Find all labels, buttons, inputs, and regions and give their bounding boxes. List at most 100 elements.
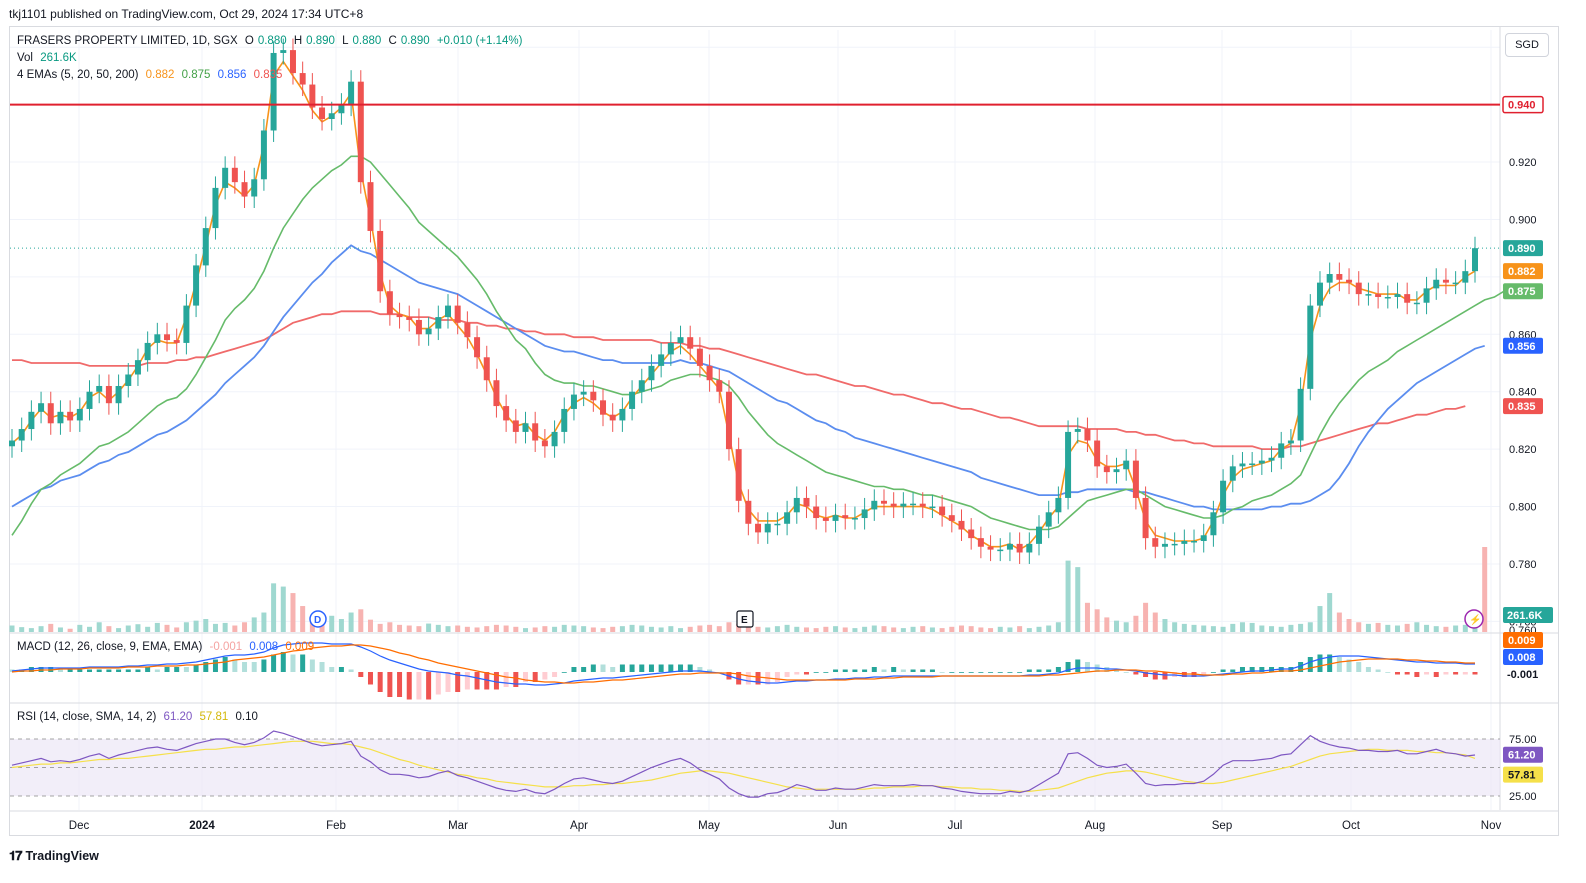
legend-macd-row: MACD (12, 26, close, 9, EMA, EMA) -0.001… <box>17 641 318 653</box>
chart-frame <box>9 26 1559 836</box>
candle-body <box>67 411 74 421</box>
volume-bar <box>38 626 44 632</box>
tradingview-logo[interactable]: 𝟏𝟕 TradingView <box>9 848 99 864</box>
legend-rsi-label[interactable]: RSI (14, close, SMA, 14, 2) <box>17 711 157 723</box>
legend-ema-label[interactable]: 4 EMAs (5, 20, 50, 200) <box>17 69 139 81</box>
legend-vol-label[interactable]: Vol <box>17 52 33 64</box>
candle-body <box>503 406 510 421</box>
volume-bar <box>871 625 877 632</box>
volume-bar <box>271 583 277 632</box>
macd-histogram-bar <box>1055 667 1061 672</box>
candle-body <box>987 546 994 550</box>
currency-button[interactable]: SGD <box>1505 33 1549 57</box>
legend-macd-label[interactable]: MACD (12, 26, close, 9, EMA, EMA) <box>17 641 203 653</box>
macd-histogram-bar <box>106 669 112 672</box>
candle-body <box>173 340 180 343</box>
candle-body <box>1287 440 1294 444</box>
volume-bar <box>1094 609 1100 632</box>
macd-histogram-bar <box>571 667 577 672</box>
volume-bar <box>1433 626 1439 632</box>
candle-body <box>231 167 238 183</box>
volume-bar <box>300 606 306 632</box>
candle-body <box>57 411 64 424</box>
volume-bar <box>280 586 286 632</box>
candle-body <box>1462 271 1469 283</box>
macd-histogram-bar <box>1462 672 1468 675</box>
legend-rsi-row: RSI (14, close, SMA, 14, 2) 61.20 57.81 … <box>17 711 262 723</box>
volume-bar <box>367 619 373 632</box>
candle-body <box>1181 541 1188 544</box>
macd-histogram-bar <box>774 672 780 682</box>
rsi-line <box>11 730 1476 798</box>
macd-histogram-bar <box>1007 672 1013 673</box>
price-label: 0.882 <box>1508 266 1536 278</box>
volume-bar <box>1172 622 1178 632</box>
volume-bar <box>87 626 93 632</box>
candle-body <box>154 334 161 343</box>
macd-histogram-bar <box>464 672 470 690</box>
volume-bar <box>552 626 558 632</box>
candle-body <box>1404 294 1411 303</box>
volume-bar <box>290 593 296 632</box>
candle-body <box>600 400 607 415</box>
macd-histogram-bar <box>1220 669 1226 672</box>
volume-bar <box>716 626 722 632</box>
candle-body <box>745 500 752 524</box>
candle-body <box>9 440 15 447</box>
legend-close: C 0.890 <box>388 35 430 47</box>
volume-bar <box>406 625 412 632</box>
candle-body <box>96 385 103 392</box>
volume-bar <box>852 628 858 632</box>
candle-body <box>1161 543 1168 547</box>
candle-body <box>396 314 403 318</box>
macd-histogram-bar <box>523 672 529 682</box>
rsi-value-label: 61.20 <box>1508 750 1536 762</box>
volume-bar <box>135 624 141 632</box>
macd-histogram-bar <box>881 669 887 672</box>
time-tick-label: Jun <box>829 820 848 832</box>
volume-bar <box>939 628 945 632</box>
volume-bar <box>193 620 199 632</box>
volume-bar <box>96 622 102 632</box>
volume-bar <box>784 624 790 632</box>
candle-body <box>125 374 132 386</box>
volume-bar <box>842 627 848 632</box>
candle-body <box>919 503 926 507</box>
candle-body <box>861 509 868 519</box>
candle-body <box>1045 512 1052 527</box>
volume-bar <box>251 617 257 632</box>
candle-body <box>1239 463 1246 467</box>
candle-body <box>755 523 762 533</box>
candle-body <box>1171 543 1178 546</box>
volume-bar <box>1017 626 1023 632</box>
candle-body <box>144 342 151 361</box>
volume-bar <box>435 624 441 632</box>
candle-body <box>948 515 955 521</box>
volume-bar <box>619 626 625 632</box>
macd-histogram-bar <box>1365 667 1371 672</box>
earnings-marker-label: E <box>741 615 748 626</box>
price-tick-label: 0.920 <box>1509 157 1537 169</box>
macd-histogram-bar <box>1065 662 1071 672</box>
volume-bar <box>920 626 926 632</box>
macd-histogram-bar <box>784 672 790 677</box>
legend-symbol[interactable]: FRASERS PROPERTY LIMITED, 1D, SGX <box>17 35 238 47</box>
macd-histogram-bar <box>542 672 548 680</box>
candle-body <box>47 403 54 424</box>
volume-bar <box>900 628 906 632</box>
candle-body <box>900 503 907 507</box>
volume-bar <box>1210 626 1216 632</box>
macd-histogram-bar <box>193 664 199 672</box>
volume-bar <box>910 626 916 632</box>
candle-body <box>667 342 674 355</box>
legend-ema-row: 4 EMAs (5, 20, 50, 200) 0.882 0.875 0.85… <box>17 69 286 81</box>
price-tick-label: 0.800 <box>1509 502 1537 514</box>
volume-bar <box>765 627 771 632</box>
candle-body <box>687 337 694 349</box>
candle-body <box>590 391 597 401</box>
candle-body <box>493 380 500 407</box>
macd-histogram-bar <box>707 669 713 672</box>
volume-bar <box>629 624 635 632</box>
candle-body <box>367 182 374 231</box>
